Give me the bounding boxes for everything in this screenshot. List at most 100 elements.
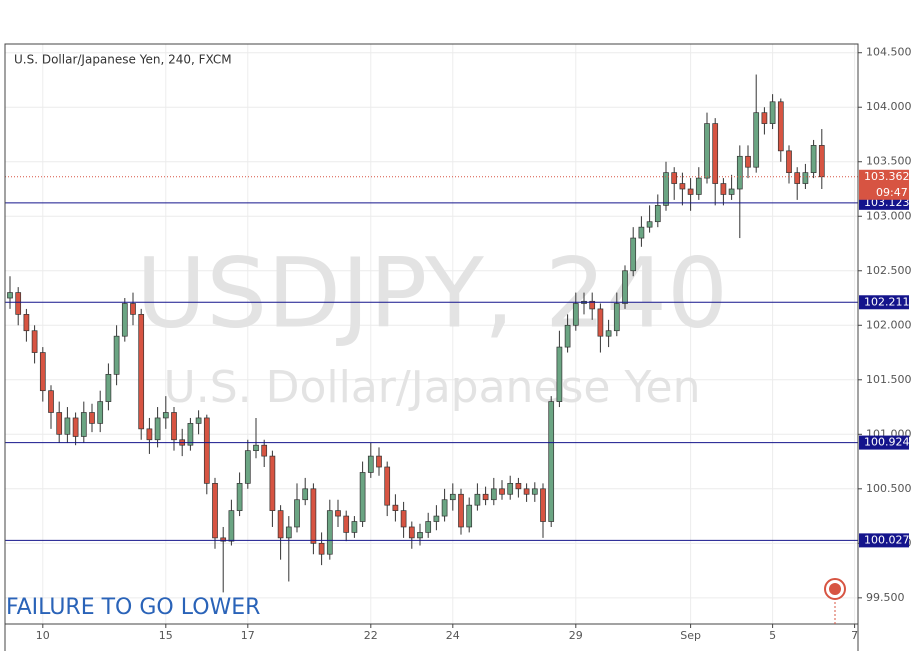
candle-body bbox=[425, 521, 432, 533]
y-tick-label: 99.500 bbox=[866, 591, 905, 604]
candle-body bbox=[449, 493, 456, 501]
candle-body bbox=[548, 401, 555, 522]
candle-body bbox=[277, 510, 284, 539]
x-tick-label: 5 bbox=[769, 629, 776, 642]
candle-body bbox=[318, 542, 325, 555]
candle-body bbox=[745, 155, 751, 168]
candle-body bbox=[769, 101, 776, 124]
candle-body bbox=[187, 423, 194, 446]
candle-body bbox=[105, 373, 112, 402]
candle-body bbox=[712, 123, 719, 184]
candle-body bbox=[802, 172, 809, 184]
candle-body bbox=[507, 483, 514, 495]
candle-body bbox=[121, 303, 128, 337]
candle-body bbox=[80, 412, 87, 437]
x-tick-label: 29 bbox=[569, 629, 583, 642]
watermark: USDJPY, 240 bbox=[136, 237, 728, 349]
candle-body bbox=[154, 417, 161, 441]
candle-body bbox=[482, 493, 489, 501]
candle-body bbox=[654, 205, 661, 223]
watermark-subtitle: U.S. Dollar/Japanese Yen bbox=[164, 362, 701, 413]
level-label-box bbox=[859, 435, 909, 450]
candle-body bbox=[531, 488, 538, 495]
level-label: 100.924 bbox=[864, 436, 910, 449]
candle-body bbox=[367, 455, 374, 473]
axis: 99.500100.000100.500101.000101.500102.00… bbox=[36, 46, 912, 642]
candle-body bbox=[499, 488, 505, 495]
candle-body bbox=[572, 303, 579, 326]
x-tick-label: 24 bbox=[446, 629, 460, 642]
candle-body bbox=[646, 221, 653, 228]
candle-body bbox=[130, 303, 136, 315]
candle-body bbox=[203, 417, 210, 484]
candle-body bbox=[433, 515, 440, 522]
y-tick-label: 104.000 bbox=[866, 100, 912, 113]
candle-body bbox=[564, 324, 571, 348]
x-tick-label: 15 bbox=[159, 629, 173, 642]
candle-body bbox=[285, 526, 292, 539]
candle-body bbox=[31, 330, 38, 353]
candle-body bbox=[810, 145, 817, 173]
candle-body bbox=[704, 123, 710, 179]
x-tick-label: 7 bbox=[851, 629, 858, 642]
candle-body bbox=[220, 537, 227, 542]
candle-body bbox=[622, 270, 628, 304]
candle-body bbox=[326, 510, 333, 555]
candle-body bbox=[212, 483, 218, 539]
candle-body bbox=[335, 510, 341, 517]
candle-body bbox=[671, 172, 678, 184]
candle-body bbox=[23, 314, 30, 332]
countdown: 09:47 bbox=[876, 186, 908, 199]
candle-body bbox=[597, 308, 604, 337]
candle-body bbox=[146, 428, 153, 441]
candle-body bbox=[441, 499, 448, 517]
candle-body bbox=[556, 346, 563, 402]
candle-body bbox=[638, 226, 645, 239]
candle-body bbox=[794, 172, 801, 184]
candle-body bbox=[64, 417, 71, 435]
x-tick-label: 17 bbox=[241, 629, 255, 642]
candle-body bbox=[195, 417, 202, 424]
candle-body bbox=[351, 521, 358, 533]
candle-body bbox=[786, 150, 792, 173]
candle-body bbox=[720, 183, 727, 195]
candle-body bbox=[236, 483, 243, 511]
y-tick-label: 101.500 bbox=[866, 373, 912, 386]
candle-body bbox=[343, 515, 350, 533]
candle-body bbox=[294, 499, 300, 528]
candle-body bbox=[253, 444, 259, 452]
y-tick-label: 104.500 bbox=[866, 46, 912, 59]
candle-body bbox=[384, 466, 391, 506]
candle-body bbox=[613, 303, 620, 332]
candle-body bbox=[540, 488, 546, 522]
candle-body bbox=[458, 493, 464, 528]
candle-body bbox=[523, 488, 530, 495]
candle-body bbox=[302, 488, 309, 501]
candle-body bbox=[818, 145, 825, 178]
candle-body bbox=[490, 488, 497, 501]
level-label: 102.211 bbox=[864, 295, 910, 308]
candle-body bbox=[138, 314, 145, 430]
chart-title: U.S. Dollar/Japanese Yen, 240, FXCM bbox=[14, 53, 232, 67]
y-tick-label: 100.500 bbox=[866, 482, 912, 495]
candle-body bbox=[7, 292, 13, 299]
candle-body bbox=[736, 155, 743, 190]
candle-body bbox=[89, 412, 95, 424]
candle-body bbox=[48, 390, 54, 413]
x-tick-label: Sep bbox=[680, 629, 701, 642]
candle-body bbox=[376, 455, 382, 468]
y-tick-label: 102.000 bbox=[866, 318, 912, 331]
candle-body bbox=[113, 335, 120, 375]
candle-body bbox=[417, 532, 423, 539]
candle-body bbox=[474, 493, 481, 506]
level-label: 100.027 bbox=[864, 533, 910, 546]
candle-body bbox=[515, 483, 522, 490]
candle-body bbox=[171, 412, 177, 441]
candle-body bbox=[261, 444, 268, 457]
candle-body bbox=[663, 172, 669, 206]
candle-body bbox=[589, 300, 596, 310]
candle-body bbox=[605, 330, 612, 337]
candle-body bbox=[228, 510, 235, 542]
candle-body bbox=[408, 526, 415, 539]
